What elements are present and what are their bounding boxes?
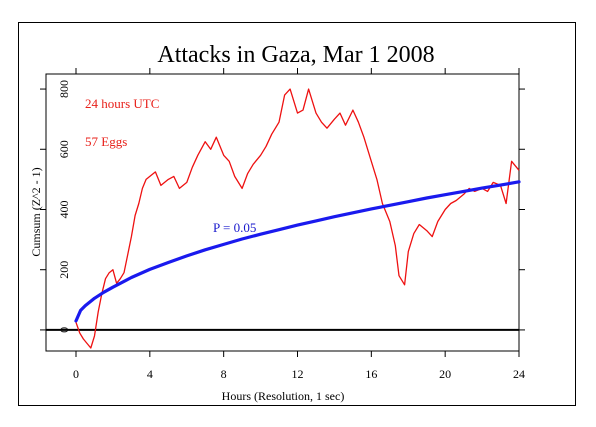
annotation-hours: 24 hours UTC [85,96,159,111]
y-tick-label: 800 [57,80,71,98]
x-tick-label: 24 [513,367,525,381]
figure-frame [18,22,576,406]
x-axis-label: Hours (Resolution, 1 sec) [222,389,345,403]
y-tick-label: 400 [57,200,71,218]
plot-area [45,73,520,352]
x-tick-label: 0 [73,367,79,381]
x-tick-label: 16 [365,367,377,381]
axis-ticks [40,68,525,357]
x-tick-label: 8 [221,367,227,381]
axis-tick-labels: 048121620240200400600800 [57,80,525,381]
series-line-cumsum [75,88,520,349]
annotation-p-value: P = 0.05 [213,220,256,235]
y-axis-label: Cumsum (Z^2 - 1) [29,167,43,256]
y-tick-label: 600 [57,140,71,158]
series-line-p-envelope [74,180,521,323]
y-tick-label: 200 [57,261,71,279]
x-tick-label: 20 [439,367,451,381]
x-tick-label: 12 [292,367,304,381]
annotation-eggs: 57 Eggs [85,134,127,149]
chart-title: Attacks in Gaza, Mar 1 2008 [157,42,434,68]
x-tick-label: 4 [147,367,153,381]
